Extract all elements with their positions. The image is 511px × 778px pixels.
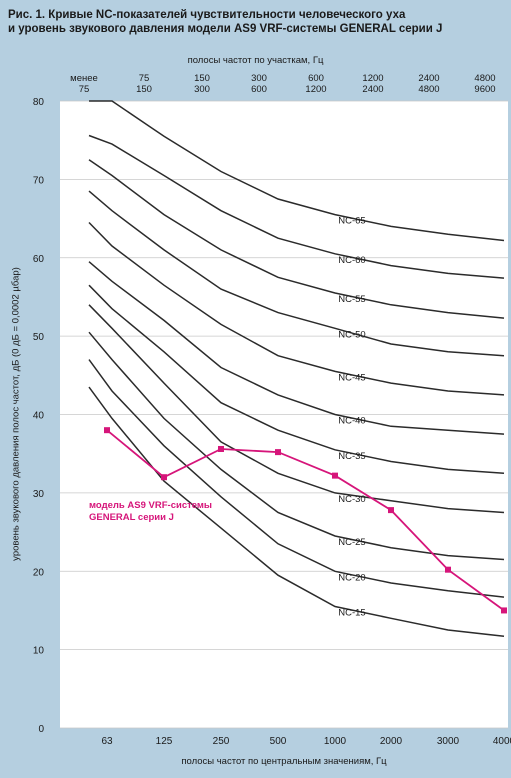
- nc-curve-nc-60: [88, 134, 505, 279]
- model-point-500: [275, 449, 281, 456]
- nc-curve-nc-45: [88, 221, 505, 396]
- model-point-3000: [445, 566, 451, 573]
- top-axis-label: полосы частот по участкам, Гц: [187, 55, 324, 66]
- top-tick-3: 150 300: [177, 73, 227, 95]
- top-tick-2-line-2: 150: [136, 84, 152, 95]
- x-tick-label-2000: 2000: [380, 736, 403, 747]
- top-tick-6-line-1: 1200: [362, 73, 384, 84]
- nc-label-nc-20: NC-20: [338, 572, 365, 583]
- nc-curve-nc-30: [88, 304, 505, 514]
- top-tick-7-line-1: 2400: [418, 73, 440, 84]
- y-tick-label-10: 10: [33, 646, 45, 657]
- nc-label-nc-40: NC-40: [338, 416, 365, 427]
- y-tick-label-30: 30: [33, 489, 45, 500]
- nc-curve-nc-15: [88, 386, 505, 638]
- x-tick-label-125: 125: [156, 736, 173, 747]
- model-series-line: [106, 429, 505, 612]
- nc-label-nc-50: NC-50: [338, 329, 365, 340]
- top-tick-4: 300 600: [234, 73, 284, 95]
- nc-label-nc-55: NC-55: [338, 294, 365, 305]
- nc-label-nc-45: NC-45: [338, 372, 365, 383]
- top-tick-8-line-1: 4800: [474, 73, 496, 84]
- top-tick-6-line-2: 2400: [362, 84, 384, 95]
- x-tick-label-250: 250: [213, 736, 230, 747]
- y-tick-label-80: 80: [33, 97, 45, 108]
- nc-label-nc-60: NC-60: [338, 255, 365, 266]
- model-point-1000: [332, 472, 338, 479]
- nc-curve-nc-20: [88, 359, 505, 598]
- model-point-2000: [388, 507, 394, 514]
- chart-title-line-2: и уровень звукового давления модели AS9 …: [8, 23, 443, 35]
- top-tick-5: 600 1200: [291, 73, 341, 95]
- top-tick-1-line-1: менее: [70, 73, 98, 84]
- model-point-250: [218, 445, 224, 452]
- nc-label-nc-15: NC-15: [338, 608, 365, 619]
- top-tick-2-line-1: 75: [138, 73, 150, 84]
- top-tick-3-line-1: 150: [194, 73, 210, 84]
- nc-curve-nc-25: [88, 331, 505, 561]
- x-tick-label-4000: 4000: [493, 736, 511, 747]
- y-tick-label-60: 60: [33, 254, 45, 265]
- model-point-125: [161, 474, 167, 481]
- nc-curve-nc-50: [88, 190, 505, 357]
- model-point-63: [104, 427, 110, 434]
- nc-curve-nc-65: [89, 100, 505, 242]
- x-tick-label-63: 63: [101, 736, 113, 747]
- y-tick-label-0: 0: [38, 724, 44, 735]
- nc-curve-nc-35: [88, 284, 505, 475]
- top-tick-1-line-2: 75: [78, 84, 90, 95]
- top-tick-5-line-1: 600: [308, 73, 324, 84]
- nc-label-nc-35: NC-35: [338, 451, 365, 462]
- model-point-4000: [501, 607, 507, 614]
- top-tick-3-line-2: 300: [194, 84, 210, 95]
- y-tick-label-50: 50: [33, 332, 45, 343]
- top-tick-7-line-2: 4800: [418, 84, 440, 95]
- chart-title: Рис. 1. Кривые NC-показателей чувствител…: [8, 8, 503, 36]
- x-tick-label-500: 500: [270, 736, 287, 747]
- top-tick-8: 4800 9600: [460, 73, 510, 95]
- top-tick-4-line-2: 600: [251, 84, 267, 95]
- top-tick-5-line-2: 1200: [305, 84, 327, 95]
- y-tick-label-40: 40: [33, 411, 45, 422]
- y-tick-label-20: 20: [33, 567, 45, 578]
- nc-curve-nc-40: [88, 261, 505, 435]
- chart-title-line-1: Рис. 1. Кривые NC-показателей чувствител…: [8, 9, 406, 21]
- y-tick-label-70: 70: [33, 175, 45, 186]
- model-series-label-line-2: GENERAL серии J: [89, 512, 174, 523]
- nc-label-nc-25: NC-25: [338, 537, 365, 548]
- top-tick-8-line-2: 9600: [474, 84, 496, 95]
- top-tick-1: менее 75: [59, 73, 109, 95]
- nc-label-nc-30: NC-30: [338, 494, 365, 505]
- top-tick-6: 1200 2400: [348, 73, 398, 95]
- x-axis-label: полосы частот по центральным значениям, …: [181, 756, 387, 767]
- top-tick-7: 2400 4800: [404, 73, 454, 95]
- top-tick-2: 75 150: [119, 73, 169, 95]
- top-tick-4-line-1: 300: [251, 73, 267, 84]
- nc-curve-nc-55: [88, 159, 505, 319]
- nc-label-nc-65: NC-65: [338, 216, 365, 227]
- x-tick-label-3000: 3000: [437, 736, 460, 747]
- model-series-label-line-1: модель AS9 VRF-системы: [89, 500, 212, 511]
- x-tick-label-1000: 1000: [324, 736, 347, 747]
